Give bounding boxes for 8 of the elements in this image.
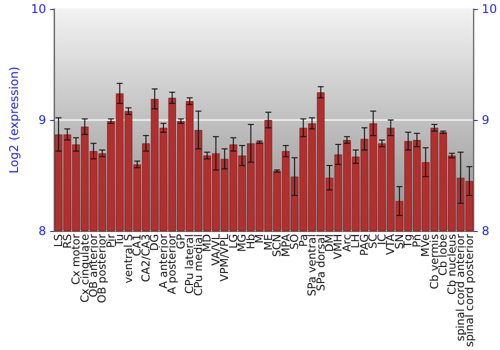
y-tick-label: 10: [30, 2, 46, 16]
y2-tick-label: 8: [482, 224, 490, 238]
y-tick-label: 8: [38, 224, 46, 238]
y2-tick-label: 10: [482, 2, 498, 16]
y-axis-title: Log2 (expression): [7, 66, 21, 174]
y2-tick-label: 9: [482, 113, 490, 128]
x-tick-label: A posterior: [166, 234, 179, 294]
y-tick-label: 9: [38, 113, 46, 128]
